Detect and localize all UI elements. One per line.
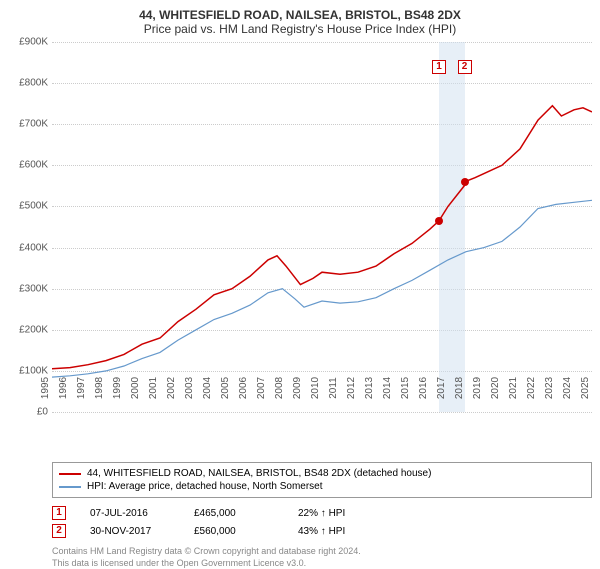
y-tick: £600K — [19, 160, 48, 171]
sale-price: £560,000 — [194, 526, 274, 537]
y-tick: £300K — [19, 283, 48, 294]
x-tick: 1995 — [40, 377, 51, 399]
y-tick: £400K — [19, 242, 48, 253]
plot-area: £0£100K£200K£300K£400K£500K£600K£700K£80… — [52, 42, 592, 412]
x-tick: 2000 — [130, 377, 141, 399]
sale-diff: 43% ↑ HPI — [298, 526, 378, 537]
x-tick: 1996 — [58, 377, 69, 399]
x-tick: 2020 — [490, 377, 501, 399]
legend-label-hpi: HPI: Average price, detached house, Nort… — [87, 481, 323, 492]
sale-marker-1: 1 — [52, 506, 66, 520]
chart-container: 44, WHITESFIELD ROAD, NAILSEA, BRISTOL, … — [0, 0, 600, 560]
legend-row-hpi: HPI: Average price, detached house, Nort… — [59, 480, 585, 493]
chart-svg — [52, 42, 592, 412]
legend-swatch-property — [59, 473, 81, 475]
chart-title-line2: Price paid vs. HM Land Registry's House … — [12, 22, 588, 36]
x-tick: 2010 — [310, 377, 321, 399]
x-tick: 2025 — [580, 377, 591, 399]
x-tick: 2019 — [472, 377, 483, 399]
y-axis: £0£100K£200K£300K£400K£500K£600K£700K£80… — [12, 42, 52, 412]
footer-note: Contains HM Land Registry data © Crown c… — [52, 546, 588, 569]
sales-row: 2 30-NOV-2017 £560,000 43% ↑ HPI — [52, 522, 592, 540]
x-tick: 2004 — [202, 377, 213, 399]
series-property — [52, 106, 592, 369]
x-tick: 2001 — [148, 377, 159, 399]
sale-date: 30-NOV-2017 — [90, 526, 170, 537]
y-tick: £500K — [19, 201, 48, 212]
x-tick: 2007 — [256, 377, 267, 399]
x-tick: 2008 — [274, 377, 285, 399]
sale-price: £465,000 — [194, 508, 274, 519]
x-tick: 2021 — [508, 377, 519, 399]
x-tick: 2002 — [166, 377, 177, 399]
chart-title-line1: 44, WHITESFIELD ROAD, NAILSEA, BRISTOL, … — [12, 8, 588, 22]
y-tick: £800K — [19, 78, 48, 89]
y-tick: £900K — [19, 37, 48, 48]
footer-line1: Contains HM Land Registry data © Crown c… — [52, 546, 588, 558]
y-tick: £700K — [19, 119, 48, 130]
x-tick: 1997 — [76, 377, 87, 399]
x-tick: 2017 — [436, 377, 447, 399]
x-tick: 2022 — [526, 377, 537, 399]
x-tick: 2015 — [400, 377, 411, 399]
x-tick: 2013 — [364, 377, 375, 399]
x-tick: 1999 — [112, 377, 123, 399]
x-tick: 2018 — [454, 377, 465, 399]
x-tick: 2012 — [346, 377, 357, 399]
x-tick: 2014 — [382, 377, 393, 399]
x-tick: 2023 — [544, 377, 555, 399]
x-tick: 2003 — [184, 377, 195, 399]
legend-swatch-hpi — [59, 486, 81, 488]
y-tick: £200K — [19, 324, 48, 335]
legend-box: 44, WHITESFIELD ROAD, NAILSEA, BRISTOL, … — [52, 462, 592, 498]
x-tick: 2009 — [292, 377, 303, 399]
y-tick: £100K — [19, 365, 48, 376]
x-tick: 2005 — [220, 377, 231, 399]
legend-row-property: 44, WHITESFIELD ROAD, NAILSEA, BRISTOL, … — [59, 467, 585, 480]
x-tick: 2016 — [418, 377, 429, 399]
x-tick: 1998 — [94, 377, 105, 399]
x-axis: 1995199619971998199920002001200220032004… — [40, 382, 580, 422]
sales-table: 1 07-JUL-2016 £465,000 22% ↑ HPI 2 30-NO… — [52, 504, 592, 540]
series-hpi — [52, 200, 592, 377]
x-tick: 2024 — [562, 377, 573, 399]
legend-label-property: 44, WHITESFIELD ROAD, NAILSEA, BRISTOL, … — [87, 468, 431, 479]
sale-date: 07-JUL-2016 — [90, 508, 170, 519]
sales-row: 1 07-JUL-2016 £465,000 22% ↑ HPI — [52, 504, 592, 522]
x-tick: 2011 — [328, 377, 339, 399]
sale-marker-2: 2 — [52, 524, 66, 538]
x-tick: 2006 — [238, 377, 249, 399]
footer-line2: This data is licensed under the Open Gov… — [52, 558, 588, 569]
sale-diff: 22% ↑ HPI — [298, 508, 378, 519]
